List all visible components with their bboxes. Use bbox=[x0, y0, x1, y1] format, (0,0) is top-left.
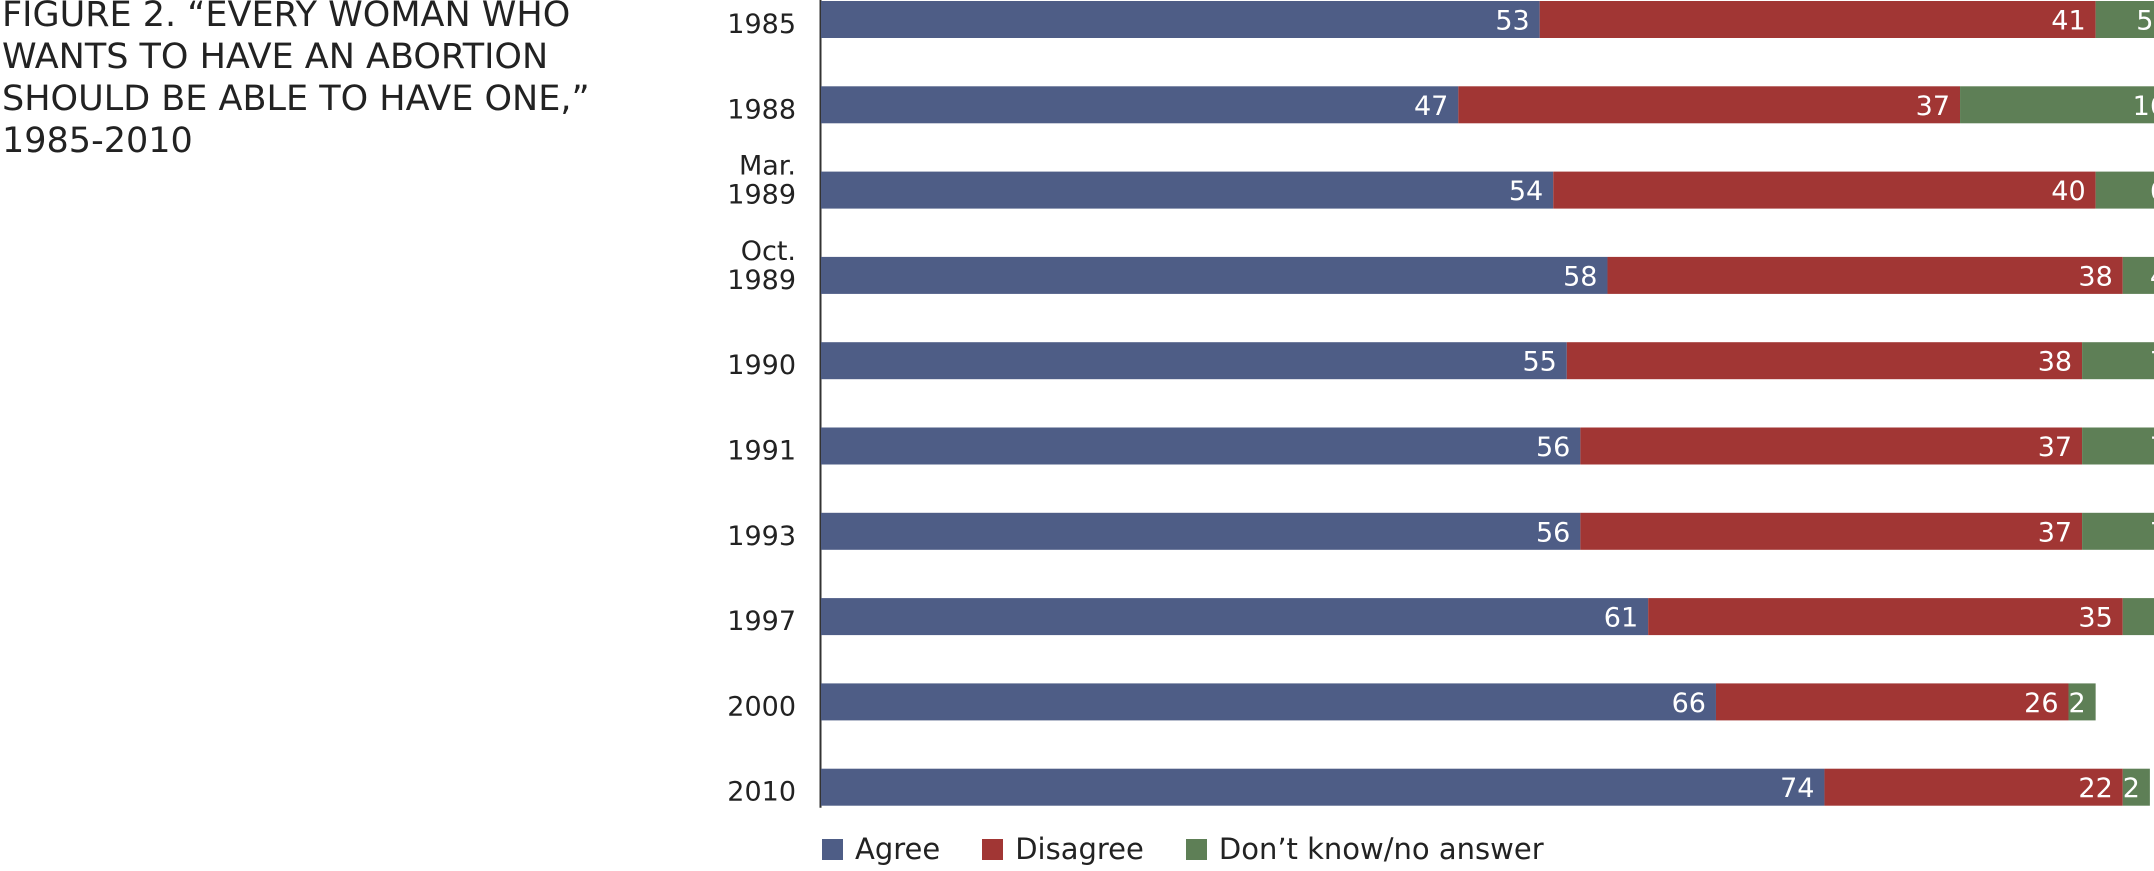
category-label-1: 1988 bbox=[727, 94, 796, 125]
data-label-disagree-0: 41 bbox=[2051, 6, 2085, 37]
bar-don-t-know-no-answer-2 bbox=[2095, 171, 2154, 209]
bar-don-t-know-no-answer-1 bbox=[1960, 86, 2154, 124]
data-label-agree-1: 47 bbox=[1414, 91, 1448, 122]
bar-agree-1 bbox=[821, 86, 1459, 124]
data-label-agree-6: 56 bbox=[1536, 517, 1570, 548]
data-label-disagree-6: 37 bbox=[2038, 517, 2072, 548]
category-label-9: 2010 bbox=[727, 777, 796, 808]
legend-label-dont-know: Don’t know/no answer bbox=[1218, 832, 1544, 866]
category-label-5: 1991 bbox=[727, 436, 796, 467]
bar-disagree-0 bbox=[1539, 1, 2096, 38]
legend: Agree Disagree Don’t know/no answer bbox=[822, 832, 1586, 866]
legend-item-dont-know: Don’t know/no answer bbox=[1185, 832, 1544, 866]
bar-agree-4 bbox=[821, 342, 1567, 380]
data-label-agree-3: 58 bbox=[1563, 261, 1597, 292]
title-line-3: SHOULD BE ABLE TO HAVE ONE,” bbox=[2, 79, 590, 119]
data-label-don-t-know-no-answer-4: 7 bbox=[2150, 347, 2154, 378]
data-label-disagree-9: 22 bbox=[2078, 773, 2112, 804]
bar-disagree-8 bbox=[1715, 683, 2069, 721]
category-label-2-line-1: 1989 bbox=[727, 180, 796, 211]
data-label-don-t-know-no-answer-2: 6 bbox=[2150, 176, 2154, 207]
bar-disagree-5 bbox=[1580, 427, 2083, 465]
bar-don-t-know-no-answer-5 bbox=[2082, 427, 2154, 465]
bar-disagree-4 bbox=[1566, 342, 2083, 380]
legend-swatch-agree bbox=[822, 838, 843, 860]
bar-agree-5 bbox=[821, 427, 1581, 465]
data-label-don-t-know-no-answer-1: 16 bbox=[2133, 91, 2154, 122]
category-label-2-line-0: Mar. bbox=[739, 151, 796, 182]
bar-don-t-know-no-answer-4 bbox=[2082, 342, 2154, 380]
bar-agree-6 bbox=[821, 512, 1581, 550]
bar-don-t-know-no-answer-0 bbox=[2095, 1, 2154, 38]
data-label-disagree-4: 38 bbox=[2038, 347, 2072, 378]
bar-disagree-2 bbox=[1553, 171, 2096, 209]
data-label-disagree-5: 37 bbox=[2038, 432, 2072, 463]
bar-agree-9 bbox=[821, 768, 1825, 806]
data-label-don-t-know-no-answer-6: 7 bbox=[2150, 517, 2154, 548]
category-label-8: 2000 bbox=[727, 691, 796, 722]
bar-agree-8 bbox=[821, 683, 1716, 721]
data-label-disagree-2: 40 bbox=[2051, 176, 2085, 207]
data-label-agree-0: 53 bbox=[1495, 6, 1529, 37]
data-label-don-t-know-no-answer-0: 5 bbox=[2136, 6, 2153, 37]
legend-swatch-disagree bbox=[982, 838, 1004, 860]
bar-don-t-know-no-answer-9 bbox=[2122, 768, 2150, 806]
category-label-3-line-1: 1989 bbox=[727, 265, 796, 296]
bar-don-t-know-no-answer-7 bbox=[2122, 598, 2154, 636]
data-label-don-t-know-no-answer-8: 2 bbox=[2068, 688, 2085, 719]
category-label-6: 1993 bbox=[727, 521, 796, 552]
bar-don-t-know-no-answer-8 bbox=[2068, 683, 2096, 721]
bar-disagree-9 bbox=[1824, 768, 2123, 806]
bar-don-t-know-no-answer-3 bbox=[2122, 256, 2154, 294]
legend-item-agree: Agree bbox=[822, 832, 940, 866]
data-label-don-t-know-no-answer-5: 7 bbox=[2150, 432, 2154, 463]
bar-agree-7 bbox=[821, 598, 1649, 636]
legend-label-agree: Agree bbox=[855, 832, 941, 866]
data-label-disagree-7: 35 bbox=[2078, 603, 2112, 634]
data-label-agree-4: 55 bbox=[1522, 347, 1556, 378]
bar-disagree-3 bbox=[1607, 256, 2123, 294]
data-label-disagree-8: 26 bbox=[2024, 688, 2058, 719]
legend-label-disagree: Disagree bbox=[1015, 832, 1144, 866]
bar-agree-3 bbox=[821, 256, 1608, 294]
category-label-3-line-0: Oct. bbox=[741, 236, 796, 267]
data-label-don-t-know-no-answer-3: 4 bbox=[2150, 261, 2154, 292]
bar-agree-2 bbox=[821, 171, 1554, 209]
data-label-don-t-know-no-answer-9: 2 bbox=[2123, 773, 2140, 804]
data-label-agree-2: 54 bbox=[1509, 176, 1543, 207]
data-label-agree-9: 74 bbox=[1780, 773, 1814, 804]
data-label-disagree-1: 37 bbox=[1916, 91, 1950, 122]
data-label-disagree-3: 38 bbox=[2078, 261, 2112, 292]
bar-agree-0 bbox=[821, 1, 1540, 38]
data-label-agree-7: 61 bbox=[1604, 603, 1638, 634]
bar-disagree-1 bbox=[1458, 86, 1961, 124]
category-label-4: 1990 bbox=[727, 350, 796, 381]
legend-item-disagree: Disagree bbox=[982, 832, 1144, 866]
data-label-agree-5: 56 bbox=[1536, 432, 1570, 463]
category-label-0: 1985 bbox=[727, 9, 796, 40]
legend-swatch-dont-know bbox=[1185, 838, 1207, 860]
category-label-7: 1997 bbox=[727, 606, 796, 637]
bar-don-t-know-no-answer-6 bbox=[2082, 512, 2154, 550]
title-line-2: WANTS TO HAVE AN ABORTION bbox=[2, 37, 549, 77]
data-label-agree-8: 66 bbox=[1672, 688, 1706, 719]
bar-disagree-6 bbox=[1580, 512, 2083, 550]
title-line-1: FIGURE 2. “EVERY WOMAN WHO bbox=[2, 0, 571, 35]
chart-title: FIGURE 2. “EVERY WOMAN WHO WANTS TO HAVE… bbox=[2, 0, 622, 162]
title-line-4: 1985-2010 bbox=[2, 121, 193, 161]
bar-disagree-7 bbox=[1648, 598, 2123, 636]
